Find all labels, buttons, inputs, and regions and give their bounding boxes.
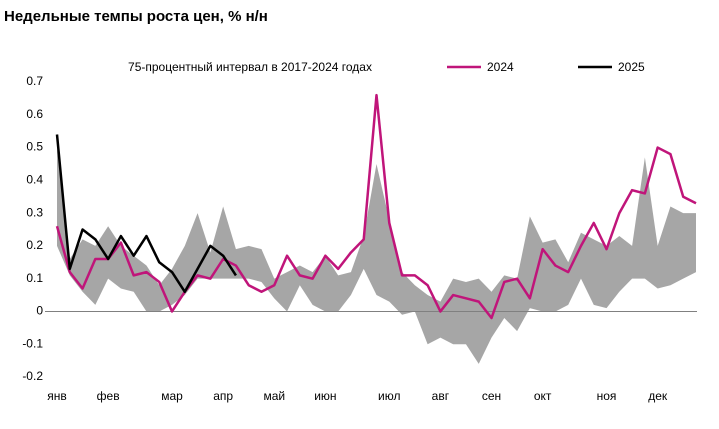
chart-title: Недельные темпы роста цен, % н/н	[4, 8, 268, 25]
x-tick-label: дек	[648, 389, 668, 403]
series-line	[55, 93, 697, 320]
legend-label: 75-процентный интервал в 2017-2024 годах	[128, 60, 372, 74]
x-tick-label: авг	[432, 389, 450, 403]
interval-band	[57, 147, 696, 364]
y-tick-label: 0.5	[26, 140, 43, 154]
x-tick-label: июн	[314, 389, 336, 403]
y-tick-label: 0.6	[26, 107, 43, 121]
y-tick-label: 0	[36, 304, 43, 318]
x-tick-label: апр	[213, 389, 233, 403]
y-tick-label: -0.1	[22, 336, 43, 350]
legend-label: 2025	[618, 60, 645, 74]
x-tick-label: ноя	[597, 389, 617, 403]
x-tick-label: янв	[47, 389, 67, 403]
series-line	[55, 134, 237, 294]
legend-label: 2024	[487, 60, 514, 74]
x-tick-label: июл	[378, 389, 400, 403]
y-tick-label: 0.1	[26, 271, 43, 285]
y-tick-label: -0.2	[22, 369, 43, 383]
x-tick-label: май	[263, 389, 285, 403]
y-tick-label: 0.7	[26, 74, 43, 88]
y-tick-label: 0.4	[26, 173, 43, 187]
y-tick-label: 0.2	[26, 238, 43, 252]
y-tick-label: 0.3	[26, 205, 43, 219]
x-tick-label: мар	[161, 389, 183, 403]
x-tick-label: фев	[97, 389, 120, 403]
x-tick-label: окт	[534, 389, 552, 403]
x-tick-label: сен	[482, 389, 501, 403]
